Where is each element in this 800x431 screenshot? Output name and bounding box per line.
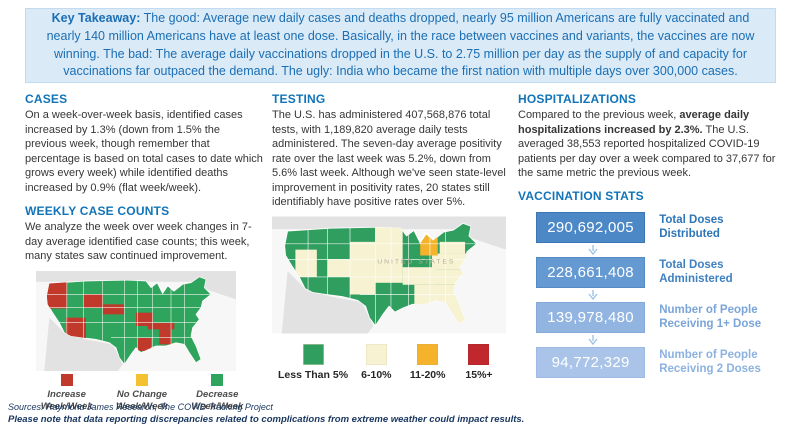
stat-label: Number of People Receiving 2 Doses — [659, 348, 761, 376]
pct-11-20-swatch-icon — [417, 343, 439, 365]
map-foreign-land — [272, 216, 506, 334]
stat-row-people-2-doses: 94,772,329 Number of People Receiving 2 … — [518, 346, 782, 378]
legend-item-decrease: Decrease Week/Week — [180, 373, 255, 414]
testing-paragraph: The U.S. has administered 407,568,876 to… — [272, 109, 506, 209]
sources-note: Sources: Raymond James Research, The COV… — [8, 402, 273, 412]
testing-column: TESTING The U.S. has administered 407,56… — [272, 92, 508, 381]
legend-item-6-10pct: 6-10% — [353, 343, 399, 381]
cases-paragraph: On a week-over-week basis, identified ca… — [25, 109, 263, 194]
decrease-swatch-icon — [211, 373, 224, 386]
legend-item-under-5pct: Less Than 5% — [278, 343, 348, 381]
weekly-case-count-map — [36, 270, 236, 371]
cases-column: CASES On a week-over-week basis, identif… — [25, 92, 263, 413]
hospitalizations-heading: HOSPITALIZATIONS — [518, 92, 637, 106]
stat-label: Number of People Receiving 1+ Dose — [659, 303, 762, 331]
stat-value-box: 139,978,480 — [536, 301, 646, 333]
vaccination-stats-heading: VACCINATION STATS — [518, 188, 644, 203]
stat-value-box: 94,772,329 — [536, 346, 646, 378]
no-change-swatch-icon — [135, 373, 148, 386]
pct-6-10-swatch-icon — [365, 343, 387, 365]
stat-row-total-administered: 228,661,408 Total Doses Administered — [518, 256, 782, 288]
disclaimer-note: Please note that data reporting discrepa… — [8, 414, 525, 425]
hospitalizations-paragraph: Compared to the previous week, average d… — [518, 109, 776, 180]
key-takeaway-body: The good: Average new daily cases and de… — [46, 11, 755, 79]
stat-label: Total Doses Administered — [659, 258, 733, 286]
stat-value-box: 228,661,408 — [536, 256, 646, 288]
testing-heading: TESTING — [272, 92, 326, 106]
legend-item-no-change: No Change Week/Week — [104, 373, 179, 414]
hospitalizations-column: HOSPITALIZATIONS Compared to the previou… — [518, 92, 782, 378]
great-lakes — [156, 281, 175, 294]
under-5pct-swatch-icon — [302, 343, 324, 365]
stat-value-box: 290,692,005 — [536, 211, 646, 243]
down-arrow-icon — [587, 243, 782, 257]
key-takeaway-text: Key Takeaway: The good: Average new dail… — [42, 10, 759, 81]
united-states-map-label: UNITED STATES — [377, 258, 455, 265]
legend-item-15pct-plus: 15%+ — [456, 343, 502, 381]
key-takeaway-label: Key Takeaway: — [51, 11, 141, 25]
testing-positivity-map: UNITED STATES — [272, 216, 506, 334]
stat-label: Total Doses Distributed — [659, 213, 724, 241]
down-arrow-icon — [587, 333, 782, 347]
pct-15-plus-swatch-icon — [468, 343, 490, 365]
legend-item-increase: Increase Week/Week — [29, 373, 104, 414]
case-map-legend: Increase Week/Week No Change Week/Week Dec… — [25, 373, 263, 414]
vaccination-stats-flow: 290,692,005 Total Doses Distributed 228,… — [518, 211, 782, 378]
state-border-lines — [284, 223, 477, 326]
increase-swatch-icon — [60, 373, 73, 386]
stat-row-total-distributed: 290,692,005 Total Doses Distributed — [518, 211, 782, 243]
weekly-case-counts-paragraph: We analyze the week over week changes in… — [25, 221, 252, 263]
down-arrow-icon — [587, 288, 782, 302]
legend-item-11-20pct: 11-20% — [405, 343, 451, 381]
testing-map-legend: Less Than 5% 6-10% 11-20% 15%+ — [272, 343, 508, 381]
great-lakes — [413, 229, 435, 244]
cases-heading: CASES — [25, 92, 68, 106]
key-takeaway-banner: Key Takeaway: The good: Average new dail… — [25, 8, 776, 83]
weekly-case-counts-heading: WEEKLY CASE COUNTS — [25, 204, 170, 219]
stat-row-people-1plus-dose: 139,978,480 Number of People Receiving 1… — [518, 301, 782, 333]
state-border-lines — [46, 277, 211, 364]
